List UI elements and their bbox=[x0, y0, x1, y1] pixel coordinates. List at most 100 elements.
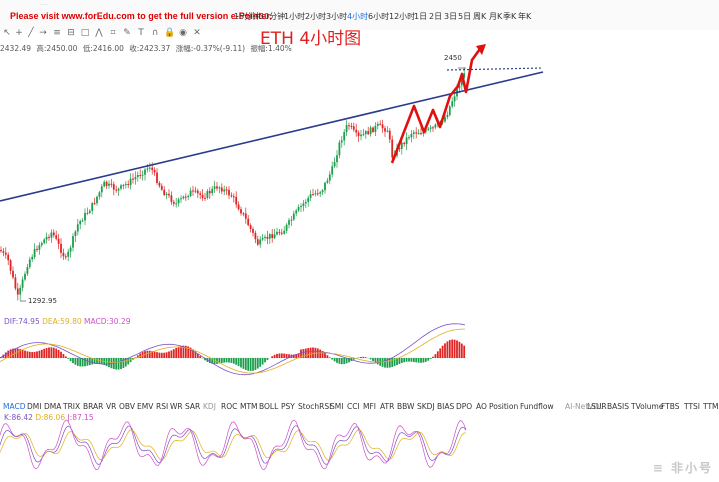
indicator-tab-ao[interactable]: AO bbox=[476, 402, 487, 411]
magnet-icon[interactable]: ∩ bbox=[151, 28, 159, 38]
indicator-tab-trix[interactable]: TRIX bbox=[63, 402, 81, 411]
candle-body bbox=[184, 196, 187, 198]
candle-body bbox=[96, 196, 98, 204]
fib-icon[interactable]: ⊟ bbox=[67, 28, 75, 38]
macd-histogram-bar bbox=[458, 341, 461, 358]
macd-histogram-bar bbox=[204, 358, 206, 361]
candle-body bbox=[328, 174, 331, 181]
timeframe-6h[interactable]: 6小时 bbox=[368, 12, 390, 21]
candle-body bbox=[410, 133, 413, 138]
timeframe-2d[interactable]: 2日 bbox=[429, 12, 443, 21]
indicator-tab-basis[interactable]: BASIS bbox=[607, 402, 630, 411]
candle-body bbox=[38, 245, 41, 250]
macd-histogram-bar bbox=[120, 358, 122, 370]
candle-body bbox=[24, 273, 26, 280]
indicator-tab-dma[interactable]: DMA bbox=[44, 402, 62, 411]
timeframe-1h[interactable]: 1小时 bbox=[284, 12, 306, 21]
timeframe-week[interactable]: 周K bbox=[473, 12, 487, 21]
macd-histogram-bar bbox=[396, 358, 398, 366]
macd-histogram-bar bbox=[110, 358, 113, 369]
indicator-tab-obv[interactable]: OBV bbox=[119, 402, 135, 411]
indicator-tab-lsur[interactable]: LSUR bbox=[587, 402, 607, 411]
macd-histogram-bar bbox=[432, 356, 434, 358]
indicator-tab-ai-netvol[interactable]: AI-NetVOL bbox=[565, 402, 604, 411]
indicator-tab-skdj[interactable]: SKDJ bbox=[417, 402, 435, 411]
indicator-tab-emv[interactable]: EMV bbox=[137, 402, 154, 411]
macd-histogram-bar bbox=[345, 358, 348, 364]
candle-body bbox=[220, 187, 223, 192]
indicator-tab-stochrsi[interactable]: StochRSI bbox=[298, 402, 332, 411]
timeframe-12h[interactable]: 12小时 bbox=[389, 12, 416, 21]
macd-histogram-bar bbox=[381, 358, 384, 367]
macd-histogram-bar bbox=[187, 346, 190, 358]
indicator-tab-fundflow[interactable]: Fundflow bbox=[520, 402, 554, 411]
cursor-icon[interactable]: ↖ bbox=[3, 28, 11, 38]
timeframe-year[interactable]: 年K bbox=[518, 12, 532, 21]
macd-histogram-bar bbox=[446, 341, 449, 358]
candle-body bbox=[88, 210, 91, 213]
timeframe-2h[interactable]: 2小时 bbox=[305, 12, 327, 21]
indicator-tab-tvolume[interactable]: TVolume bbox=[631, 402, 664, 411]
indicator-tab-ftbs[interactable]: FTBS bbox=[661, 402, 680, 411]
indicator-tab-wr[interactable]: WR bbox=[170, 402, 183, 411]
indicator-tab-ttml[interactable]: TTML bbox=[703, 402, 719, 411]
macd-histogram-bar bbox=[153, 351, 156, 358]
indicator-tab-dpo[interactable]: DPO bbox=[456, 402, 473, 411]
indicator-tab-position[interactable]: Position bbox=[489, 402, 519, 411]
eye-icon[interactable]: ◉ bbox=[179, 28, 187, 38]
macd-histogram-bar bbox=[256, 358, 259, 369]
indicator-tab-brar[interactable]: BRAR bbox=[83, 402, 104, 411]
candle-body bbox=[292, 213, 295, 220]
indicator-tab-macd[interactable]: MACD bbox=[3, 402, 26, 411]
timeframe-1d[interactable]: 1日 bbox=[414, 12, 428, 21]
macd-histogram-bar bbox=[62, 353, 65, 358]
indicator-tab-roc[interactable]: ROC bbox=[221, 402, 238, 411]
macd-histogram-bar bbox=[160, 352, 163, 358]
indicator-tab-vr[interactable]: VR bbox=[106, 402, 117, 411]
candle-body bbox=[352, 126, 355, 130]
indicator-tab-cci[interactable]: CCI bbox=[347, 402, 360, 411]
indicator-tab-psy[interactable]: PSY bbox=[281, 402, 295, 411]
ray-icon[interactable]: → bbox=[39, 28, 47, 38]
indicator-tab-boll[interactable]: BOLL bbox=[259, 402, 279, 411]
line-icon[interactable]: ╱ bbox=[28, 28, 34, 38]
candle-body bbox=[316, 193, 319, 195]
indicator-tab-bias[interactable]: BIAS bbox=[437, 402, 455, 411]
indicator-tab-rsi[interactable]: RSI bbox=[156, 402, 169, 411]
measure-icon[interactable]: ⌗ bbox=[110, 28, 116, 38]
indicator-tab-atr[interactable]: ATR bbox=[380, 402, 395, 411]
timeframe-5d[interactable]: 5日 bbox=[458, 12, 472, 21]
crosshair-icon[interactable]: + bbox=[15, 28, 23, 38]
timeframe-month[interactable]: 月K bbox=[489, 12, 503, 21]
timeframe-quarter[interactable]: 季K bbox=[503, 12, 517, 21]
trash-icon[interactable]: ✕ bbox=[193, 28, 201, 38]
indicator-tab-ttsi[interactable]: TTSI bbox=[684, 402, 701, 411]
brush-icon[interactable]: ✎ bbox=[123, 28, 131, 38]
timeframe-3h[interactable]: 3小时 bbox=[326, 12, 348, 21]
timeframe-15m[interactable]: 15分钟 bbox=[234, 12, 261, 21]
lock-icon[interactable]: 🔒 bbox=[164, 28, 176, 38]
candle-body bbox=[28, 259, 31, 268]
indicator-tab-kdj[interactable]: KDJ bbox=[203, 402, 216, 411]
macd-histogram-bar bbox=[333, 358, 336, 362]
text-icon[interactable]: T bbox=[138, 28, 144, 38]
macd-histogram-bar bbox=[151, 351, 154, 358]
timeframe-3d[interactable]: 3日 bbox=[444, 12, 458, 21]
indicator-tab-dmi[interactable]: DMI bbox=[27, 402, 42, 411]
pattern-icon[interactable]: ⋀ bbox=[95, 28, 103, 38]
timeframe-30m[interactable]: 30分钟 bbox=[259, 12, 286, 21]
macd-histogram-bar bbox=[175, 347, 178, 358]
macd-histogram-bar bbox=[141, 352, 144, 358]
indicator-tab-mtm[interactable]: MTM bbox=[240, 402, 258, 411]
indicator-tab-mfi[interactable]: MFI bbox=[363, 402, 376, 411]
channel-icon[interactable]: ≡ bbox=[53, 28, 61, 38]
macd-histogram-bar bbox=[127, 358, 130, 365]
chart-canvas[interactable]: 2450 1292.95 bbox=[0, 40, 719, 482]
indicator-tab-bbw[interactable]: BBW bbox=[397, 402, 415, 411]
timeframe-4h[interactable]: 4小时 bbox=[347, 12, 369, 21]
indicator-tab-sar[interactable]: SAR bbox=[185, 402, 201, 411]
shape-icon[interactable]: □ bbox=[80, 28, 90, 38]
indicator-tab-smi[interactable]: SMI bbox=[330, 402, 344, 411]
macd-histogram-bar bbox=[146, 350, 149, 358]
candle-body bbox=[81, 220, 84, 222]
